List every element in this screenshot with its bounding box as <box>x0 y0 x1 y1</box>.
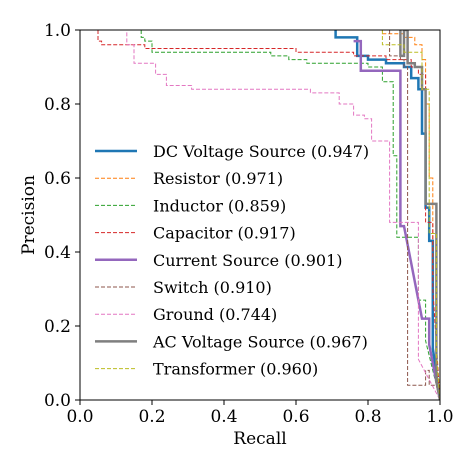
series-line-inductor <box>140 30 440 400</box>
y-axis: 0.0 0.2 0.4 0.6 0.8 1.0 <box>44 21 80 411</box>
legend-label-transformer: Transformer (0.960) <box>153 360 318 379</box>
x-tick-label: 0.4 <box>210 407 237 427</box>
legend-label-capacitor: Capacitor (0.917) <box>153 224 296 243</box>
series-line-transformer <box>381 30 440 400</box>
x-tick-label: 0.8 <box>354 407 381 427</box>
x-axis: 0.0 0.2 0.4 0.6 0.8 1.0 <box>66 400 454 427</box>
legend-label-ac-voltage-source: AC Voltage Source (0.967) <box>152 332 368 351</box>
series-layer <box>80 30 440 400</box>
series-line-current-source <box>353 39 440 400</box>
y-tick-label: 0.2 <box>44 317 71 337</box>
plot-background <box>80 30 440 400</box>
x-tick-label: 0.2 <box>138 407 165 427</box>
legend-label-current-source: Current Source (0.901) <box>153 251 342 270</box>
legend-label-ground: Ground (0.744) <box>153 305 277 324</box>
legend-label-inductor: Inductor (0.859) <box>153 196 286 215</box>
legend: DC Voltage Source (0.947) Resistor (0.971… <box>95 142 369 379</box>
y-tick-label: 0.4 <box>44 243 71 263</box>
y-tick-label: 0.8 <box>44 95 71 115</box>
x-axis-title: Recall <box>233 429 286 449</box>
legend-label-switch: Switch (0.910) <box>153 278 272 297</box>
y-tick-label: 0.6 <box>44 169 71 189</box>
x-tick-label: 1.0 <box>426 407 453 427</box>
legend-label-dc-voltage-source: DC Voltage Source (0.947) <box>153 142 369 161</box>
x-tick-label: 0.0 <box>66 407 93 427</box>
y-tick-label: 0.0 <box>44 391 71 411</box>
y-axis-title: Precision <box>19 175 39 255</box>
legend-label-resistor: Resistor (0.971) <box>153 169 283 188</box>
series-line-ground <box>123 30 440 400</box>
y-tick-label: 1.0 <box>44 21 71 41</box>
x-tick-label: 0.6 <box>282 407 309 427</box>
plot-frame <box>79 29 441 401</box>
